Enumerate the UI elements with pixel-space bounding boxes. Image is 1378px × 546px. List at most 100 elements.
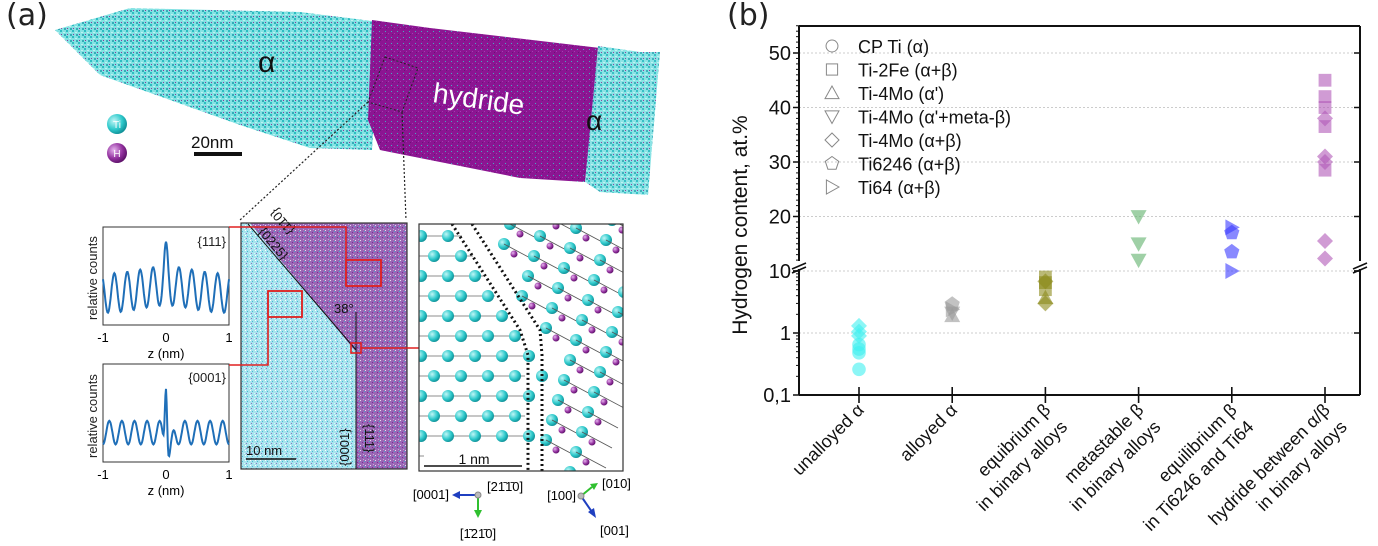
data-point <box>1318 120 1332 133</box>
legend-marker-triangle-up <box>824 84 840 100</box>
y-tick-label: 0,1 <box>763 385 791 407</box>
crystal-axes-hydride: [100] [010] [001] <box>547 476 631 538</box>
profile-0001-ylabel: relative counts <box>85 374 100 458</box>
axis-label-001: [001] <box>600 523 629 538</box>
y-tick-label: 40 <box>769 98 791 120</box>
legend-marker-triangle-down <box>824 110 840 125</box>
legend-label: Ti-4Mo (α') <box>858 84 944 104</box>
axis-break-mark <box>1352 262 1368 270</box>
data-point <box>1317 250 1333 267</box>
profile-plot-111: {111} relative counts -1 0 1 z (nm) <box>85 226 233 361</box>
axis-label-0001: [0001] <box>413 487 449 502</box>
axis-break-mark <box>791 266 807 274</box>
angle-label: 38° <box>334 301 354 316</box>
crystal-axes-alpha: [0001] [21̄1̄0] [1̄21̄0] <box>413 479 523 541</box>
data-point <box>1225 263 1240 279</box>
data-point <box>1318 73 1332 87</box>
panel-b-label: (b) <box>727 0 770 33</box>
x-tick-label-line: unalloyed α <box>788 400 868 480</box>
axis-break-mark <box>1352 266 1368 274</box>
zoom-line-left <box>239 101 369 221</box>
ti-legend-label: Ti <box>113 120 121 131</box>
axis-label-12-10: [1̄21̄0] <box>460 526 496 541</box>
x-tick-label-line: alloyed α <box>896 400 961 465</box>
ti-atom-icon <box>107 114 127 134</box>
x-tick-label: alloyed α <box>896 400 961 465</box>
data-point <box>1224 224 1240 240</box>
axis-label-010: [010] <box>602 476 631 491</box>
apt-reconstruction <box>55 8 660 221</box>
alpha-region-left <box>55 8 380 150</box>
panel-a-label: (a) <box>6 0 48 33</box>
alpha-label-left: α <box>258 46 275 79</box>
red-connectors <box>229 226 419 366</box>
data-point <box>1130 210 1147 225</box>
data-point <box>852 362 866 377</box>
legend-label: CP Ti (α) <box>858 37 929 57</box>
x-tick-label: metastable βin binary alloys <box>1060 400 1164 515</box>
profile-0001-xtick-1: 1 <box>225 467 232 482</box>
data-point <box>1317 233 1333 250</box>
data-point <box>851 317 867 334</box>
alpha-region-right <box>585 46 660 195</box>
plane-label-0001: {0001} <box>337 428 352 466</box>
scale-bar-20nm <box>194 152 242 156</box>
scale-bar-1nm-label: 1 nm <box>458 451 489 467</box>
data-point <box>1037 295 1054 312</box>
data-point <box>1224 243 1240 259</box>
y-tick-label: 20 <box>769 207 791 229</box>
profile-111-xlabel: z (nm) <box>148 346 185 361</box>
profile-111-ylabel: relative counts <box>85 236 100 320</box>
profile-111-xtick-0: 0 <box>162 330 169 345</box>
axis-break-gap <box>1352 261 1368 269</box>
alpha-label-right: α <box>586 105 602 136</box>
y-tick-label: 1 <box>780 323 791 345</box>
data-point <box>1130 237 1147 252</box>
panel-a-figure: α hydride α Ti H 20nm {111} relative cou… <box>55 8 660 541</box>
legend-label: Ti-2Fe (α+β) <box>858 61 958 81</box>
legend-marker-circle <box>825 39 839 53</box>
y-tick-label: 50 <box>769 43 791 65</box>
data-point <box>1318 90 1332 103</box>
legend-label: Ti-4Mo (α+β) <box>858 131 962 151</box>
legend-marker-pentagon <box>824 155 840 170</box>
profile-111-line <box>102 241 230 315</box>
data-point <box>852 337 866 352</box>
data-point <box>1318 163 1332 177</box>
legend-marker-triangle-right <box>825 179 841 195</box>
x-tick-label: equibrium βin binary alloys <box>973 400 1071 515</box>
h-atom-icon <box>107 143 127 163</box>
legend-marker-square <box>825 63 839 76</box>
profile-111-xtick-1: 1 <box>225 330 232 345</box>
profile-0001-xlabel: z (nm) <box>148 483 185 498</box>
legend-label: Ti6246 (α+β) <box>858 155 961 175</box>
x-tick-label: unalloyed α <box>788 400 868 480</box>
profile-plot-0001: {0001} relative counts -1 0 1 z (nm) <box>85 363 233 498</box>
y-axis-label: Hydrogen content, at.% <box>729 115 752 334</box>
data-point <box>944 306 961 322</box>
y-tick-label: 30 <box>769 152 791 174</box>
profile-0001-xtick-neg1: -1 <box>97 467 109 482</box>
scale-bar-20nm-label: 20nm <box>191 133 234 152</box>
scale-bar-10nm-label: 10 nm <box>246 443 282 458</box>
profile-111-xtick-neg1: -1 <box>97 330 109 345</box>
profile-0001-title: {0001} <box>188 370 226 385</box>
y-tick-label: 10 <box>769 261 791 283</box>
legend-label: Ti64 (α+β) <box>858 178 941 198</box>
hydride-region <box>368 20 600 182</box>
axis-break-gap <box>791 261 807 269</box>
x-tick-label: equilibrium βin Ti6246 and Ti64 <box>1139 400 1257 535</box>
atomic-model: 1 nm <box>418 223 624 472</box>
data-point <box>1130 253 1147 269</box>
plane-label-111: {111} <box>362 424 377 453</box>
legend-label: Ti-4Mo (α'+meta-β) <box>858 108 1011 128</box>
axis-label-2-1-10: [21̄1̄0] <box>487 479 523 494</box>
profile-0001-xtick-0: 0 <box>162 467 169 482</box>
legend-marker-diamond <box>824 132 840 148</box>
data-point <box>1039 283 1052 297</box>
axis-label-100: [100] <box>547 488 576 503</box>
profile-0001-line <box>102 388 230 458</box>
data-point <box>1318 101 1332 114</box>
h-legend-label: H <box>113 149 120 160</box>
axis-break-mark <box>791 262 807 270</box>
